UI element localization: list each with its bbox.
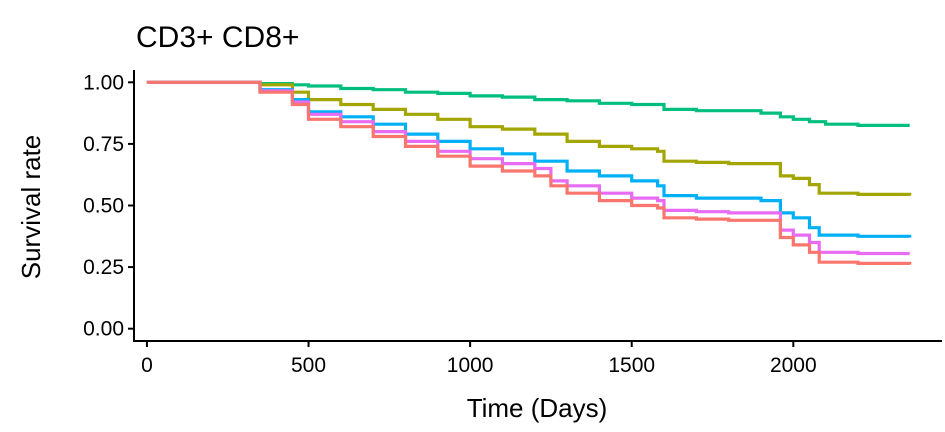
x-tick-label-3: 1500 xyxy=(608,354,655,377)
y-tick-label-0: 0.00 xyxy=(83,318,124,341)
y-tick-label-2: 0.50 xyxy=(83,195,124,218)
series-line-3 xyxy=(146,80,912,238)
y-tick-label-4: 1.00 xyxy=(83,71,124,94)
chart-title: CD3+ CD8+ xyxy=(136,21,299,54)
y-tick-label-3: 0.75 xyxy=(83,133,124,156)
y-axis: 0.00 0.25 0.50 0.75 1.00 xyxy=(83,70,135,342)
x-tick-label-4: 2000 xyxy=(770,354,817,377)
x-tick-label-2: 1000 xyxy=(447,354,494,377)
x-axis-title: Time (Days) xyxy=(467,393,608,423)
series-line-5 xyxy=(146,80,912,265)
series-line-4 xyxy=(146,80,910,256)
series-line-1 xyxy=(146,80,910,127)
x-axis: 0 500 1000 1500 2000 xyxy=(133,340,942,377)
y-axis-title: Survival rate xyxy=(16,135,46,280)
x-tick-label-0: 0 xyxy=(141,354,153,377)
plot-area xyxy=(146,80,912,265)
series-line-2 xyxy=(146,80,912,196)
x-tick-label-1: 500 xyxy=(291,354,326,377)
y-tick-label-1: 0.25 xyxy=(83,256,124,279)
